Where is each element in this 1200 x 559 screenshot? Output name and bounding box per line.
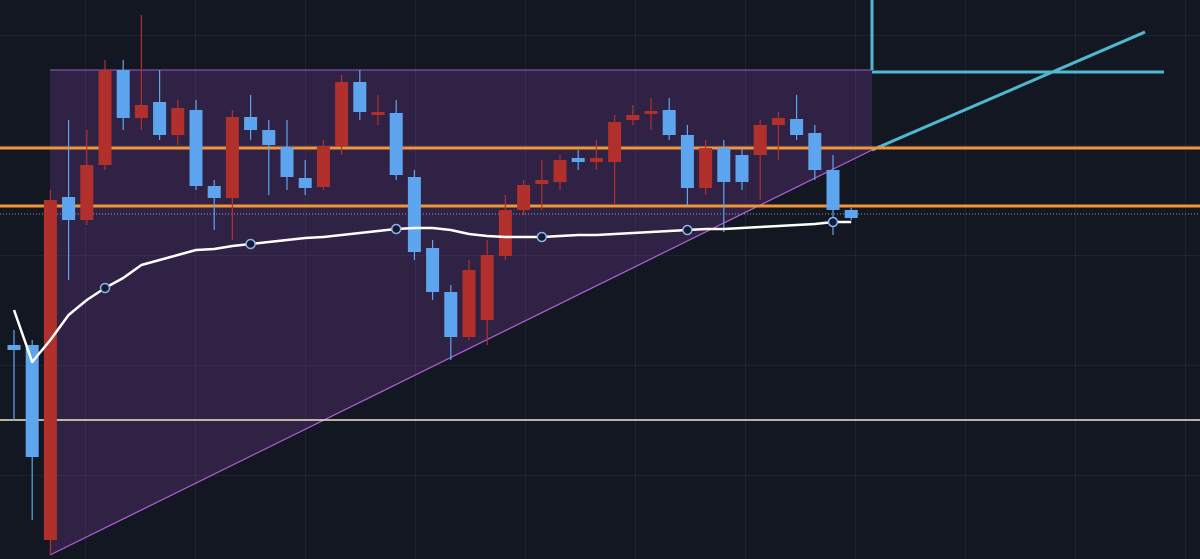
candle-body (171, 108, 185, 135)
candle-body (25, 345, 39, 457)
candle-body (207, 186, 221, 198)
candle-body (626, 115, 640, 120)
candle-body (62, 197, 76, 220)
candle-body (371, 112, 385, 115)
candle-body (498, 210, 512, 256)
candle-body (116, 70, 130, 118)
candle-body (389, 113, 403, 175)
candle-body (735, 155, 749, 182)
candle-body (535, 180, 549, 184)
ma-marker (682, 224, 693, 236)
candle-body (134, 105, 148, 118)
candle-body (608, 122, 622, 162)
candle-body (571, 158, 585, 162)
candle-body (444, 292, 458, 337)
ma-marker (390, 223, 402, 235)
candle-body (771, 118, 785, 125)
ma-marker (245, 238, 256, 250)
candle-body (280, 147, 294, 177)
candle-body (225, 117, 239, 198)
candle-body (153, 102, 167, 135)
candle-body (517, 185, 531, 210)
ma-marker (99, 282, 111, 294)
candle-body (717, 148, 731, 182)
candle-body (80, 165, 94, 220)
candle-body (426, 248, 440, 292)
candle-body (262, 130, 276, 145)
ma-marker (827, 216, 839, 228)
pattern-fill (50, 70, 872, 555)
ma-marker (536, 231, 548, 243)
candle-body (753, 125, 767, 155)
candle-body (407, 177, 421, 252)
candle-body (43, 200, 57, 540)
candle-body (844, 210, 858, 218)
candle-body (480, 255, 494, 320)
candle-body (790, 119, 804, 135)
candle-body (7, 345, 21, 350)
candle-body (244, 117, 258, 130)
candle-body (662, 110, 676, 135)
candle-body (644, 111, 658, 114)
candle-body (553, 160, 567, 182)
candle-body (589, 158, 603, 162)
pattern-trendline (49, 149, 873, 556)
candle-body (808, 133, 822, 170)
candle-body (353, 82, 367, 112)
candle-body (298, 178, 312, 188)
candle-body (316, 146, 330, 187)
candle-body (98, 70, 112, 165)
candle-body (462, 270, 476, 337)
tool-line (871, 30, 1146, 152)
candle-body (680, 135, 694, 188)
candle-body (699, 148, 713, 188)
moving-average (12, 220, 852, 364)
candle-body (826, 170, 840, 210)
candle-body (335, 82, 349, 146)
candle-body (189, 110, 203, 186)
